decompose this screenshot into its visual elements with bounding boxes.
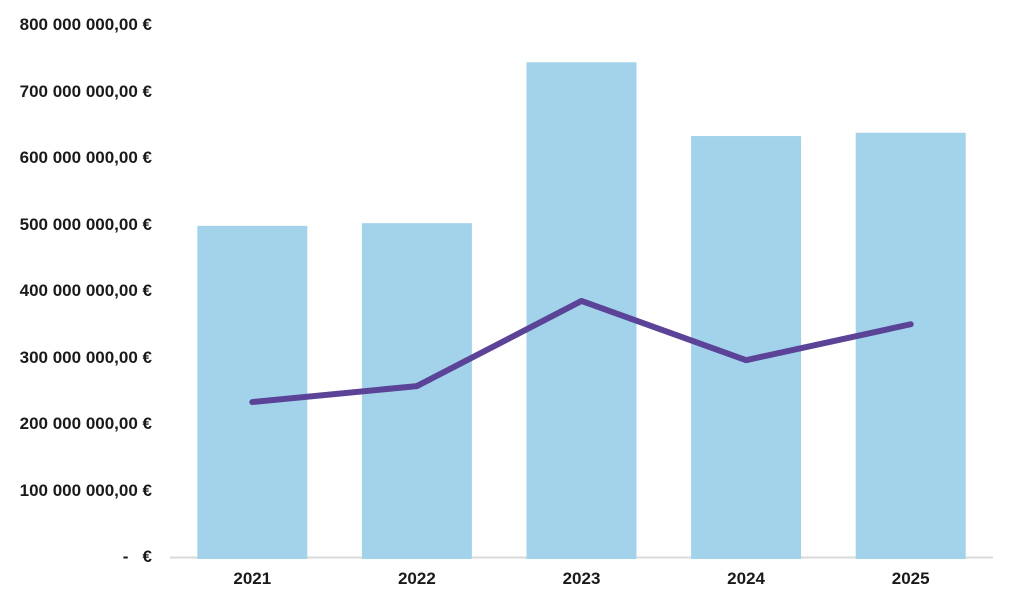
bar-2021 [197,225,308,559]
y-tick-label: 400 000 000,00 € [19,281,152,300]
y-tick-label: 100 000 000,00 € [19,480,152,500]
line-series-layer [249,297,914,406]
bar-2025 [855,132,966,560]
x-tick-label: 2021 [233,569,272,588]
y-tick-label: 200 000 000,00 € [19,414,152,433]
x-tick-label: 2025 [891,569,930,588]
bar-2023 [526,62,637,560]
y-tick-label: 700 000 000,00 € [19,81,152,101]
y-tick-label: 300 000 000,00 € [19,347,152,367]
y-tick-label: 800 000 000,00 € [19,15,152,34]
x-tick-label: 2023 [562,569,601,588]
line-series-polyline [249,297,914,406]
x-tick-label: 2022 [397,569,436,588]
y-tick-label: 500 000 000,00 € [19,214,152,234]
bar-series-layer [197,62,966,560]
y-tick-label: - € [122,547,152,566]
y-tick-label: 600 000 000,00 € [19,148,152,167]
x-tick-label: 2024 [727,569,765,588]
